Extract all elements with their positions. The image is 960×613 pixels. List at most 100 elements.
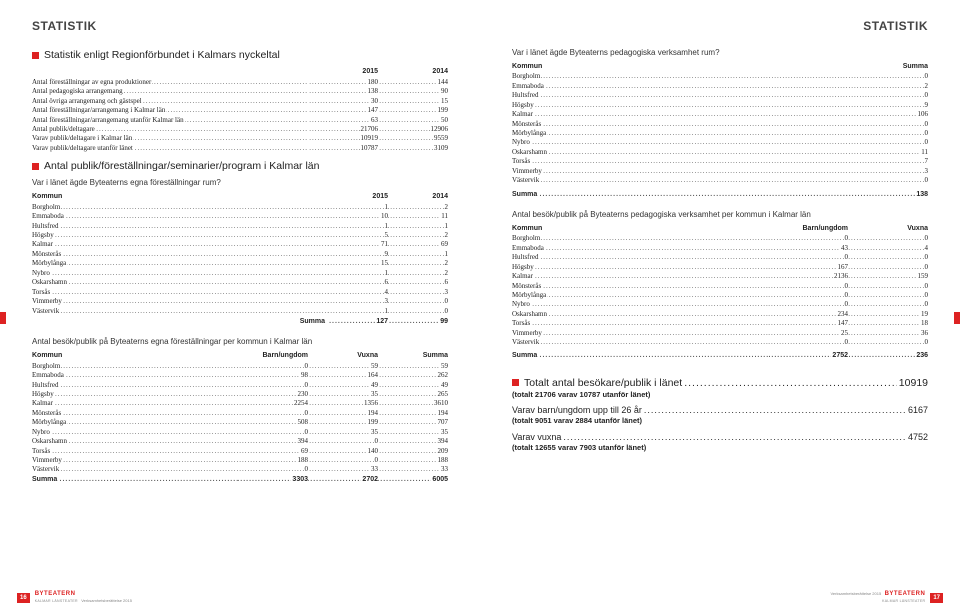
row-label: Hultsfred (512, 91, 539, 99)
row-label: Hultsfred (32, 381, 59, 389)
col: Summa (422, 352, 448, 359)
row-val: 265 (437, 390, 449, 398)
table-row: Mörbylånga152 (32, 259, 448, 268)
row-label: Antal publik/deltagare (32, 125, 96, 133)
row-val: 0 (844, 282, 849, 290)
page-header: STATISTIK (512, 18, 928, 34)
row-val: 9559 (433, 134, 448, 142)
row-val: 4 (924, 244, 929, 252)
table-row: Emmaboda1011 (32, 212, 448, 221)
sum-label: Summa (512, 191, 538, 198)
table-row: Nybro00 (512, 300, 928, 309)
row-label: Hultsfred (32, 222, 59, 230)
row-label: Borgholm (32, 203, 61, 211)
col-head: Kommun 2015 2014 (32, 192, 448, 201)
row-val: 0 (304, 409, 309, 417)
row-val: 167 (837, 263, 849, 271)
table-row: Nybro12 (32, 269, 448, 278)
row-val: 10787 (360, 144, 379, 152)
table-row: Torsås14718 (512, 319, 928, 328)
square-icon (32, 163, 39, 170)
row-val: 0 (924, 129, 929, 137)
row-val: 0 (844, 338, 849, 346)
col-head: Kommun Barn/ungdom Vuxna Summa (32, 351, 448, 360)
row-val: 262 (437, 371, 449, 379)
row-val: 33 (370, 465, 378, 473)
row-label: Oskarshamn (512, 148, 548, 156)
table-row: Emmaboda2 (512, 82, 928, 91)
row-label: Antal föreställningar/arrangemang utanfö… (32, 116, 185, 124)
total-value: 4752 (906, 431, 928, 443)
row-val: 188 (437, 456, 449, 464)
table-row: Västervik0 (512, 176, 928, 185)
row-val: 230 (297, 390, 309, 398)
row-val: 36 (920, 329, 928, 337)
row-val: 59 (370, 362, 378, 370)
ped-rows: Borgholm0Emmaboda2Hultsfred0Högsby9Kalma… (512, 72, 928, 185)
row-val: 35 (370, 428, 378, 436)
sum-row: Summa 127 99 (32, 317, 448, 326)
row-val: 69 (300, 447, 308, 455)
row-val: 0 (304, 362, 309, 370)
row-label: Nybro (32, 428, 51, 436)
table-row: Högsby 230 35 265 (32, 390, 448, 399)
row-val: 394 (437, 437, 449, 445)
table-row: Västervik03333 (32, 465, 448, 474)
footer: Verksamhetsberättelse 2015 BYTEATERN KAL… (830, 590, 946, 605)
logo-sub: KALMAR LÄNSTEATER (882, 599, 925, 603)
subhead: Antal besök/publik på Byteaterns egna fö… (32, 337, 448, 348)
row-val: 0 (924, 72, 929, 80)
row-val: 1 (384, 307, 389, 315)
col: 2014 (431, 193, 448, 200)
row-val: 10 (380, 212, 388, 220)
row-val: 188 (297, 456, 309, 464)
table-row: Mörbylånga00 (512, 291, 928, 300)
row-val: 33 (440, 465, 448, 473)
row-label: Högsby (512, 263, 535, 271)
row-val: 90 (440, 87, 448, 95)
table-row: Antal föreställningar av egna produktion… (32, 78, 448, 87)
row-label: Antal övriga arrangemang och gästspel (32, 97, 143, 105)
col: Vuxna (356, 352, 378, 359)
sum-val: 6005 (431, 476, 448, 483)
row-val: 0 (924, 176, 929, 184)
row-val: 2 (924, 82, 929, 90)
row-val: 0 (924, 253, 929, 261)
row-val: 2 (444, 259, 449, 267)
row-label: Högsby (32, 390, 55, 398)
table-row: Kalmar2136159 (512, 272, 928, 281)
table-row: Mönsterås0194194 (32, 409, 448, 418)
col-head: Kommun Summa (512, 62, 928, 71)
row-label: Borgholm (512, 72, 541, 80)
table-row: Oskarshamn23419 (512, 310, 928, 319)
row-val: 106 (917, 110, 929, 118)
row-label: Västervik (512, 338, 540, 346)
row-label: Antal föreställningar/arrangemang i Kalm… (32, 106, 166, 114)
row-val: 5 (384, 231, 389, 239)
row-label: Vimmerby (32, 297, 63, 305)
col: 2015 (371, 193, 388, 200)
table-row: Västervik 0 0 (512, 338, 928, 347)
total-value: 6167 (906, 404, 928, 416)
row-val: 140 (367, 447, 379, 455)
row-label: Kalmar (512, 272, 534, 280)
edge-marker (954, 312, 960, 324)
table-row: Mönsterås91 (32, 250, 448, 259)
row-val: 15 (440, 97, 448, 105)
col: Barn/ungdom (262, 352, 309, 359)
row-val: 0 (374, 456, 379, 464)
row-val: 1 (384, 203, 389, 211)
page-left: STATISTIK Statistik enligt Regionförbund… (0, 0, 480, 613)
row-val: 0 (924, 338, 929, 346)
row-val: 43 (840, 244, 848, 252)
row-label: Mörbylånga (512, 291, 547, 299)
section-title-text: Antal publik/föreställningar/seminarier/… (44, 159, 319, 173)
table-row: Hultsfred11 (32, 222, 448, 231)
row-val: 0 (844, 300, 849, 308)
row-val: 194 (367, 409, 379, 417)
page-header: STATISTIK (32, 18, 448, 34)
table-row: Vimmerby2536 (512, 329, 928, 338)
row-val: 394 (297, 437, 309, 445)
row-val: 0 (304, 465, 309, 473)
row-val: 35 (370, 390, 378, 398)
